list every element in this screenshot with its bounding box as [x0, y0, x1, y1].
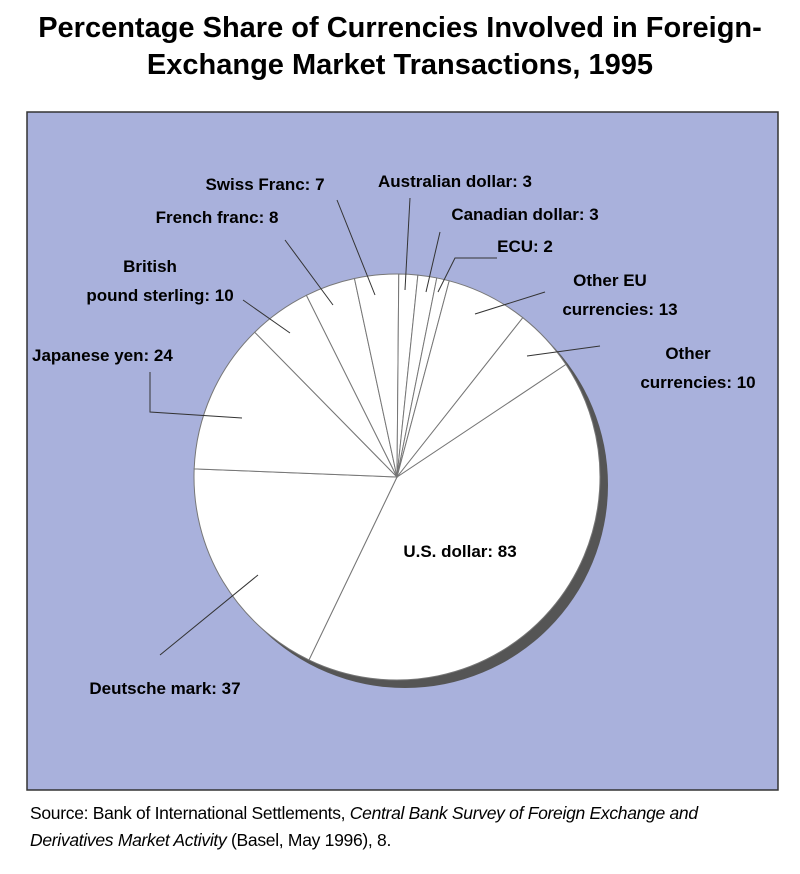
label-line: Swiss Franc: 7 — [205, 175, 324, 194]
slice-label: Swiss Franc: 7 — [205, 175, 324, 194]
source-title: Central Bank Survey of Foreign Exchange … — [30, 803, 698, 850]
label-line: U.S. dollar: 83 — [403, 542, 516, 561]
chart: U.S. dollar: 83 Deutsche mark: 37 Japanese… — [26, 111, 779, 791]
pie-slice — [193, 468, 398, 661]
leader-line — [149, 372, 243, 419]
label-line: Other — [665, 344, 711, 363]
pie-slice — [396, 316, 567, 478]
slice-label: Canadian dollar: 3 — [451, 205, 598, 224]
source-suffix: (Basel, May 1996), 8. — [226, 830, 392, 850]
label-line: Deutsche mark: 37 — [89, 679, 240, 698]
slice-label: British pound sterling: 10 — [86, 257, 233, 305]
label-line: currencies: 13 — [562, 300, 677, 319]
label-line: Other EU — [573, 271, 647, 290]
leader-line — [526, 345, 601, 357]
pie-slice — [193, 331, 399, 478]
label-line: ECU: 2 — [497, 237, 553, 256]
pie-slice — [308, 363, 601, 681]
label-line: pound sterling: 10 — [86, 286, 233, 305]
label-line: Japanese yen: 24 — [32, 346, 173, 365]
label-line: French franc: 8 — [156, 208, 279, 227]
slice-label: Australian dollar: 3 — [378, 172, 532, 191]
label-line: currencies: 10 — [640, 373, 755, 392]
source-note: Source: Bank of International Settlement… — [30, 800, 770, 854]
leader-line — [404, 197, 411, 291]
chart-title: Percentage Share of Currencies Involved … — [38, 12, 762, 81]
slice-label: U.S. dollar: 83 — [403, 542, 516, 561]
label-line: British — [123, 257, 177, 276]
leader-line — [437, 257, 497, 293]
slice-label: French franc: 8 — [156, 208, 279, 227]
slice-label: Other EU currencies: 13 — [562, 271, 677, 319]
slice-label: ECU: 2 — [497, 237, 553, 256]
leader-line — [242, 299, 291, 334]
leader-line — [159, 574, 259, 656]
label-line: Australian dollar: 3 — [378, 172, 532, 191]
slice-label: Other currencies: 10 — [640, 344, 755, 392]
source-prefix: Source: Bank of International Settlement… — [30, 803, 350, 823]
leader-line — [425, 231, 441, 293]
label-line: Canadian dollar: 3 — [451, 205, 598, 224]
slice-label: Japanese yen: 24 — [32, 346, 173, 365]
slice-label: Deutsche mark: 37 — [89, 679, 240, 698]
leader-line — [284, 239, 334, 306]
leader-line — [336, 199, 376, 296]
leader-line — [474, 291, 546, 315]
chart-title-box: Percentage Share of Currencies Involved … — [0, 10, 800, 84]
